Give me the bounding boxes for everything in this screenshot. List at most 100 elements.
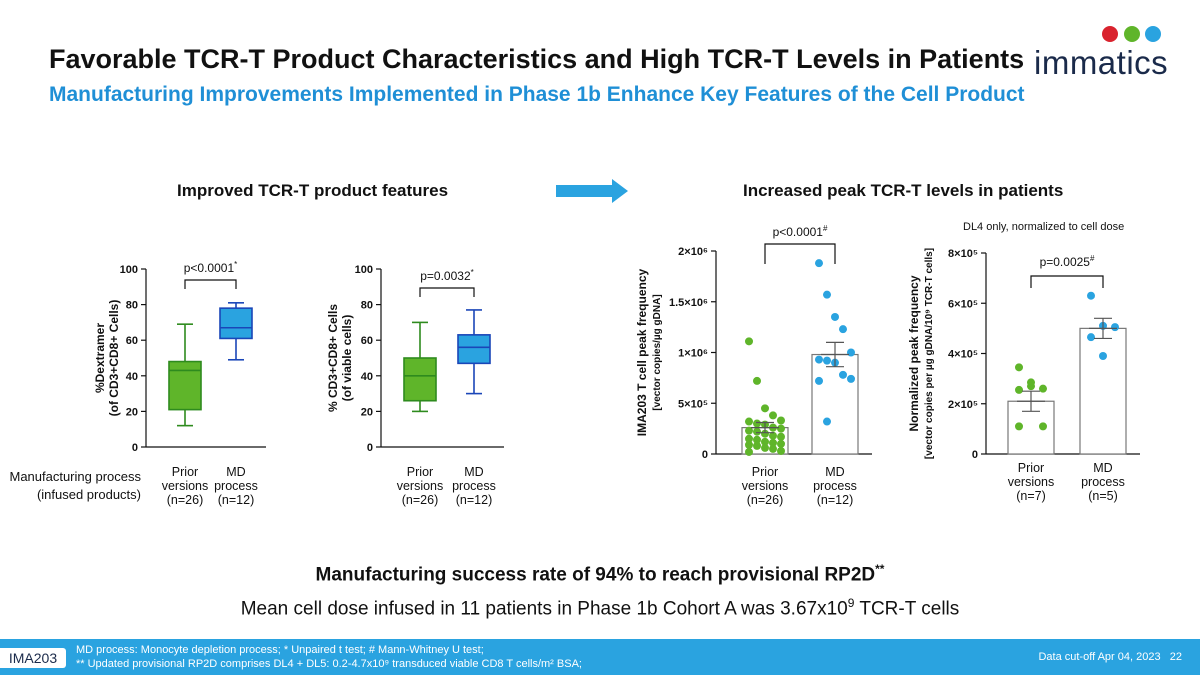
mean-dose-sup: 9 <box>847 596 855 610</box>
chart3-point-1 <box>753 435 761 444</box>
chart3-y-tick-label: 1×10⁶ <box>678 348 708 360</box>
manufacturing-label-line2: (infused products) <box>36 487 141 502</box>
chart2-y-label-line1: % CD3+CD8+ Cells <box>326 304 340 412</box>
chart2-y-tick-label: 20 <box>361 406 373 418</box>
chart3-point-2 <box>839 325 847 334</box>
chart3-category-2-line2: process <box>813 479 857 493</box>
chart4-y-tick-label: 2×10⁵ <box>948 399 978 411</box>
chart4-category-1-line1: Prior <box>1018 461 1044 475</box>
chart2-box-2 <box>457 334 491 365</box>
chart3-pvalue: p<0.0001# <box>773 224 828 239</box>
chart4-bar-2 <box>1079 327 1127 455</box>
chart3-y-label-line1: IMA203 T cell peak frequency <box>635 268 649 436</box>
chart2-pvalue: p=0.0032* <box>420 268 474 283</box>
success-rate-main: Manufacturing success rate of 94% to rea… <box>315 564 876 586</box>
chart1-significance-bracket <box>184 279 237 289</box>
chart2-category-1-line2: versions <box>397 479 444 493</box>
footer-right: Data cut-off Apr 04, 2023 22 <box>1038 651 1182 663</box>
chart3-point-2 <box>831 312 839 321</box>
chart1-pvalue-mark: * <box>234 260 237 269</box>
chart3-point-1 <box>761 437 769 446</box>
chart2-category-2-line3: (n=12) <box>456 493 492 507</box>
chart3-y-label-line2: [vector copies/µg gDNA] <box>652 294 663 410</box>
manufacturing-label-line1: Manufacturing process <box>9 469 141 484</box>
chart3-point-2 <box>815 376 823 385</box>
chart3-y-tick-label: 5×10⁵ <box>678 398 708 410</box>
mean-dose-text: Mean cell dose infused in 11 patients in… <box>0 596 1200 620</box>
chart3-point-1 <box>753 419 761 428</box>
chart4-category-1-line2: versions <box>1008 475 1055 489</box>
footer-note-line1: MD process: Monocyte depletion process; … <box>76 644 484 656</box>
chart1-category-1-line3: (n=26) <box>167 493 203 507</box>
chart3-point-1 <box>745 434 753 443</box>
chart3-point-1 <box>769 411 777 420</box>
chart1-y-tick-label: 20 <box>126 406 138 418</box>
right-note: DL4 only, normalized to cell dose <box>963 221 1125 233</box>
chart3-bar-2 <box>811 353 859 455</box>
chart2-category-2-line2: process <box>452 479 496 493</box>
chart3-category-1-line2: versions <box>742 479 789 493</box>
manufacturing-process-label: Manufacturing process (infused products) <box>0 468 141 504</box>
logo-dots-icon <box>1102 26 1161 42</box>
chart3-point-1 <box>777 439 785 448</box>
chart4-y-tick-label: 4×10⁵ <box>948 349 978 361</box>
chart3-point-1 <box>753 376 761 385</box>
left-section-title: Improved TCR-T product features <box>177 181 449 200</box>
chart4-pvalue: p=0.0025# <box>1040 254 1095 269</box>
chart4-significance-bracket <box>1030 275 1104 288</box>
chart4-y-label-line2: [vector copies per µg gDNA/10⁹ TCR-T cel… <box>924 248 935 459</box>
chart2-box-1 <box>403 357 437 402</box>
chart3-point-2 <box>823 356 831 365</box>
chart1-category-1-line2: versions <box>162 479 209 493</box>
chart4-category-2-line2: process <box>1081 475 1125 489</box>
chart4-category-2-line3: (n=5) <box>1088 489 1118 503</box>
page-subtitle: Manufacturing Improvements Implemented i… <box>49 83 1025 106</box>
chart2-y-tick-label: 0 <box>367 442 373 454</box>
chart3-point-1 <box>761 429 769 438</box>
chart4-category-2-line1: MD <box>1093 461 1112 475</box>
chart3-category-2-line3: (n=12) <box>817 493 853 507</box>
chart3-point-1 <box>777 416 785 425</box>
chart4-y-label-line1: Normalized peak frequency <box>907 275 921 431</box>
chart3-point-1 <box>777 446 785 455</box>
chart4-point-2 <box>1087 333 1095 342</box>
chart4-point-1 <box>1039 384 1047 393</box>
footer-notes: MD process: Monocyte depletion process; … <box>76 643 582 671</box>
success-rate-sup: ** <box>875 562 885 576</box>
data-cutoff: Data cut-off Apr 04, 2023 <box>1038 651 1161 663</box>
chart2-y-tick-label: 100 <box>355 264 373 276</box>
chart4-category-1-line3: (n=7) <box>1016 489 1046 503</box>
right-arrow-icon <box>556 179 628 203</box>
charts-canvas: 0 20 40 60 80 100 %Dextramer (of CD3+CD8+ Cells… <box>93 224 1140 507</box>
chart1-box-2 <box>219 307 253 340</box>
chart3-significance-bracket <box>764 243 836 264</box>
chart2-y-tick-label: 40 <box>361 371 373 383</box>
chart4-pvalue-mark: # <box>1090 254 1095 263</box>
right-section-title: Increased peak TCR-T levels in patients <box>743 181 1064 200</box>
chart3-point-1 <box>753 427 761 436</box>
chart3-point-1 <box>761 443 769 452</box>
chart4-point-1 <box>1015 363 1023 372</box>
chart3-point-1 <box>745 426 753 435</box>
chart3-point-2 <box>847 348 855 357</box>
mean-dose-before: Mean cell dose infused in 11 patients in… <box>240 598 848 620</box>
chart3-category-1-line1: Prior <box>752 465 778 479</box>
immatics-logo: immatics <box>1030 22 1168 81</box>
chart3-pvalue-mark: # <box>823 224 828 233</box>
chart4-point-1 <box>1015 385 1023 394</box>
chart3-point-2 <box>815 355 823 364</box>
page-title: Favorable TCR-T Product Characteristics … <box>49 44 1025 74</box>
chart1-y-tick-label: 100 <box>120 264 138 276</box>
chart1-category-1-line1: Prior <box>172 465 198 479</box>
chart4-point-1 <box>1027 382 1035 391</box>
chart2-significance-bracket <box>419 287 475 297</box>
chart2-y-tick-label: 80 <box>361 300 373 312</box>
chart3-point-2 <box>823 417 831 426</box>
chart3-point-1 <box>745 447 753 456</box>
footer-tag: IMA203 <box>0 648 66 668</box>
chart4-y-tick-label: 6×10⁵ <box>948 298 978 310</box>
chart2-category-2-line1: MD <box>464 465 483 479</box>
chart1-category-2-line2: process <box>214 479 258 493</box>
chart4-y-tick-label: 8×10⁵ <box>948 248 978 260</box>
chart3-point-1 <box>769 444 777 453</box>
